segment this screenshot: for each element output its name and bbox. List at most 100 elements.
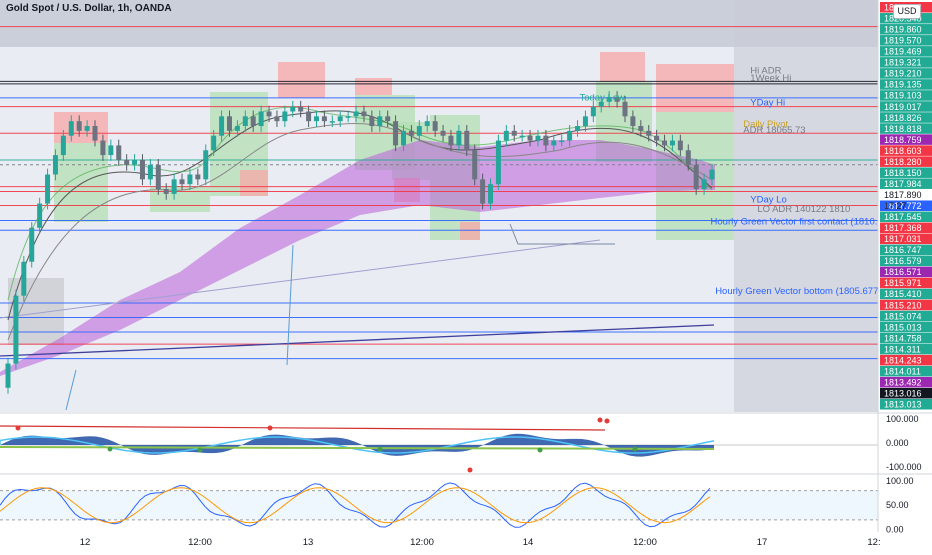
price-label[interactable]: 1814.243 (880, 354, 932, 366)
price-label[interactable]: 1816.571 (880, 266, 932, 278)
candle-body[interactable] (84, 126, 90, 131)
candle-body[interactable] (606, 96, 612, 102)
trend-line[interactable] (65, 369, 77, 411)
candle-body[interactable] (709, 169, 715, 180)
session-box[interactable] (240, 170, 268, 196)
candle-body[interactable] (274, 116, 280, 122)
candle-body[interactable] (45, 174, 51, 204)
candle-body[interactable] (495, 140, 501, 185)
price-label[interactable]: 1817.890 (880, 189, 932, 200)
candle-body[interactable] (179, 179, 185, 185)
candle-body[interactable] (329, 121, 335, 123)
candle-body[interactable] (139, 159, 145, 180)
candle-body[interactable] (226, 116, 232, 131)
price-label[interactable]: 1819.103 (880, 90, 932, 101)
price-label[interactable]: 1817.772 (880, 200, 932, 211)
price-label[interactable]: 1817.545 (880, 211, 932, 223)
candle-body[interactable] (108, 145, 114, 156)
candle-body[interactable] (416, 126, 422, 136)
price-label[interactable]: 1815.410 (880, 288, 932, 300)
price-label[interactable]: 1819.321 (880, 57, 932, 68)
candle-body[interactable] (353, 111, 359, 117)
candle-body[interactable] (432, 121, 438, 131)
price-label[interactable]: 1813.016 (880, 387, 932, 399)
candle-body[interactable] (669, 140, 675, 146)
candle-body[interactable] (598, 101, 604, 107)
candle-body[interactable] (52, 155, 58, 175)
candle-body[interactable] (559, 140, 565, 143)
session-box[interactable] (600, 52, 645, 82)
candle-body[interactable] (543, 135, 549, 146)
candle-body[interactable] (369, 116, 375, 127)
candle-body[interactable] (29, 227, 35, 262)
candle-body[interactable] (187, 174, 193, 185)
trend-line[interactable] (0, 239, 601, 319)
candle-body[interactable] (290, 106, 296, 112)
price-label[interactable]: 1819.017 (880, 101, 932, 112)
candle-body[interactable] (575, 126, 581, 131)
price-label[interactable]: 1818.818 (880, 123, 932, 134)
price-label[interactable]: 1817.031 (880, 233, 932, 245)
price-label[interactable]: 1814.758 (880, 332, 932, 344)
candle-body[interactable] (448, 135, 454, 146)
candle-body[interactable] (298, 106, 304, 112)
price-label[interactable]: 1819.135 (880, 79, 932, 90)
candle-body[interactable] (163, 189, 169, 194)
candle-body[interactable] (337, 116, 343, 122)
candle-body[interactable] (219, 116, 225, 136)
candle-body[interactable] (68, 121, 74, 136)
candle-body[interactable] (321, 116, 327, 122)
price-label[interactable]: 1819.570 (880, 35, 932, 46)
candle-body[interactable] (535, 135, 541, 141)
candle-body[interactable] (116, 145, 122, 160)
candle-body[interactable] (377, 116, 383, 127)
session-box[interactable] (355, 78, 392, 95)
candle-body[interactable] (677, 140, 683, 151)
candle-body[interactable] (662, 140, 668, 146)
candle-body[interactable] (203, 150, 209, 180)
trend-line[interactable] (509, 223, 615, 245)
price-label[interactable]: 1815.971 (880, 277, 932, 289)
candle-body[interactable] (646, 130, 652, 136)
candle-body[interactable] (701, 179, 707, 190)
candle-body[interactable] (567, 130, 573, 141)
price-label[interactable]: 1814.011 (880, 365, 932, 377)
candle-body[interactable] (147, 164, 153, 180)
candle-body[interactable] (638, 126, 644, 131)
candle-body[interactable] (282, 111, 288, 122)
candle-body[interactable] (258, 111, 264, 127)
candle-body[interactable] (60, 135, 66, 156)
price-label[interactable]: 1818.759 (880, 134, 932, 145)
candle-body[interactable] (155, 164, 161, 190)
candle-body[interactable] (306, 111, 312, 122)
candle-body[interactable] (124, 159, 130, 165)
candle-body[interactable] (511, 130, 517, 136)
candle-body[interactable] (408, 130, 414, 136)
candle-body[interactable] (503, 130, 509, 141)
session-box[interactable] (278, 62, 325, 98)
price-label[interactable]: 1819.469 (880, 46, 932, 57)
candle-body[interactable] (266, 111, 272, 117)
trend-line[interactable] (286, 244, 294, 366)
candle-body[interactable] (582, 116, 588, 127)
candle-body[interactable] (385, 116, 391, 122)
candle-body[interactable] (234, 126, 240, 131)
session-box[interactable] (656, 64, 734, 112)
candle-body[interactable] (401, 130, 407, 146)
candle-body[interactable] (361, 111, 367, 117)
candle-body[interactable] (76, 121, 82, 131)
candle-body[interactable] (242, 116, 248, 127)
candle-body[interactable] (92, 126, 98, 141)
candle-body[interactable] (590, 106, 596, 117)
candle-body[interactable] (488, 184, 494, 204)
candle-body[interactable] (551, 140, 557, 146)
price-label[interactable]: 1819.210 (880, 68, 932, 79)
candle-body[interactable] (100, 140, 106, 156)
price-label[interactable]: 1815.074 (880, 310, 932, 322)
candle-body[interactable] (424, 121, 430, 127)
candle-body[interactable] (21, 261, 27, 296)
price-label[interactable]: 1819.860 (880, 24, 932, 35)
price-label[interactable]: 1818.280 (880, 156, 932, 167)
